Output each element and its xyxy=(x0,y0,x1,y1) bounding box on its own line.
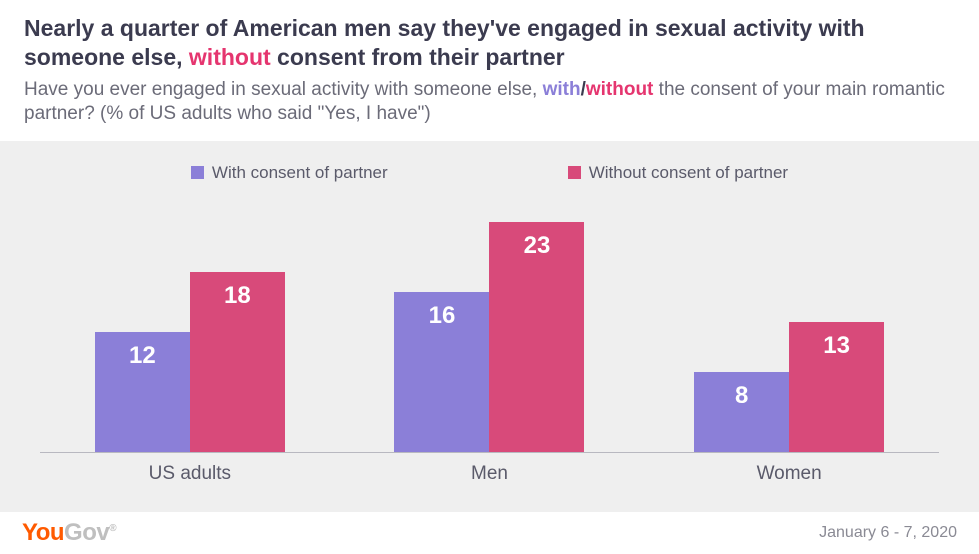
bar-label: 18 xyxy=(224,272,251,310)
bar-label: 23 xyxy=(524,222,551,260)
legend-swatch-with xyxy=(191,166,204,179)
yougov-logo: YouGov® xyxy=(22,519,116,547)
subtitle-with: with xyxy=(543,79,581,100)
legend-with: With consent of partner xyxy=(191,163,388,183)
plot: 12 18 16 23 8 13 xyxy=(40,193,939,453)
legend-swatch-without xyxy=(568,166,581,179)
chart-subtitle: Have you ever engaged in sexual activity… xyxy=(24,78,955,127)
legend-without: Without consent of partner xyxy=(568,163,788,183)
logo-gov: Gov xyxy=(64,519,109,546)
survey-date: January 6 - 7, 2020 xyxy=(819,524,957,542)
bar-men-with: 16 xyxy=(394,292,489,452)
chart-area: With consent of partner Without consent … xyxy=(0,141,979,501)
bar-us-without: 18 xyxy=(190,272,285,452)
x-axis: US adults Men Women xyxy=(40,453,939,485)
bar-us-with: 12 xyxy=(95,332,190,452)
chart-title: Nearly a quarter of American men say the… xyxy=(24,14,955,72)
bar-groups: 12 18 16 23 8 13 xyxy=(40,193,939,452)
xaxis-label: US adults xyxy=(90,463,290,485)
title-text-after: consent from their partner xyxy=(271,44,565,70)
header: Nearly a quarter of American men say the… xyxy=(0,0,979,141)
bar-label: 13 xyxy=(823,322,850,360)
title-accent: without xyxy=(189,44,271,70)
legend-label-with: With consent of partner xyxy=(212,163,388,183)
footer: YouGov® January 6 - 7, 2020 xyxy=(0,512,979,554)
group-women: 8 13 xyxy=(694,322,884,452)
xaxis-label: Women xyxy=(689,463,889,485)
group-men: 16 23 xyxy=(394,222,584,452)
legend: With consent of partner Without consent … xyxy=(40,141,939,193)
bar-label: 8 xyxy=(735,372,748,410)
legend-label-without: Without consent of partner xyxy=(589,163,788,183)
subtitle-before: Have you ever engaged in sexual activity… xyxy=(24,79,543,100)
logo-you: You xyxy=(22,519,64,546)
bar-label: 12 xyxy=(129,332,156,370)
xaxis-label: Men xyxy=(389,463,589,485)
group-us-adults: 12 18 xyxy=(95,272,285,452)
bar-men-without: 23 xyxy=(489,222,584,452)
bar-women-with: 8 xyxy=(694,372,789,452)
bar-label: 16 xyxy=(429,292,456,330)
subtitle-without: without xyxy=(586,79,654,100)
bar-women-without: 13 xyxy=(789,322,884,452)
logo-reg: ® xyxy=(109,523,116,534)
